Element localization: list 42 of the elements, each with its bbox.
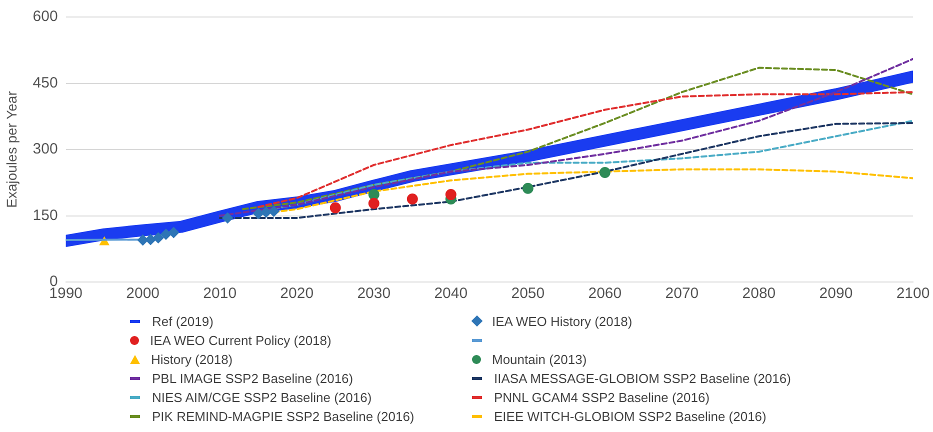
y-axis-title: Exajoules per Year [3,90,20,208]
y-tick-label: 300 [32,140,58,158]
x-tick-label: 2100 [896,285,930,302]
legend-label: PIK REMIND-MAGPIE SSP2 Baseline (2016) [152,408,414,424]
legend-label: IEA WEO History (2018) [492,314,632,328]
point [330,202,341,214]
legend-label: Mountain (2013) [492,352,587,366]
point [368,189,380,200]
point [137,234,148,246]
x-tick-label: 2020 [280,285,314,302]
point [145,234,156,246]
point [522,182,534,194]
x-tick-label: 2070 [665,285,699,302]
x-tick-label: 2030 [357,285,391,302]
y-tick-label: 150 [32,206,58,224]
x-tick-label: 2040 [434,285,468,302]
x-tick-label: 2090 [819,285,853,302]
point [222,212,234,224]
legend-label: Ref (2019) [152,314,214,328]
x-tick-label: 2000 [126,285,160,302]
point [252,208,264,220]
point [268,206,280,217]
x-tick-label: 2010 [203,285,237,302]
point [445,189,456,200]
point [599,166,610,178]
legend-label: EIEE WITCH-GLOBIOM SSP2 Baseline (2016) [494,408,766,424]
y-tick-label: 450 [32,74,58,92]
x-tick-label: 2060 [588,285,622,302]
legend-label: PNNL GCAM4 SSP2 Baseline (2016) [494,390,710,404]
x-tick-label: 2080 [742,285,776,302]
point [168,227,180,238]
point [160,228,172,240]
point [368,198,380,209]
y-tick-label: 600 [32,8,58,26]
legend-label: PBL IMAGE SSP2 Baseline (2016) [152,370,354,386]
x-tick-label: 2050 [511,285,545,302]
legend-label: NIES AIM/CGE SSP2 Baseline (2016) [152,390,372,404]
legend-label: History (2018) [151,352,233,366]
legend-label: IIASA MESSAGE-GLOBIOM SSP2 Baseline (2016) [494,370,791,386]
point [152,232,164,244]
point [406,193,418,204]
legend-label: IEA WEO Current Policy (2018) [150,332,332,348]
